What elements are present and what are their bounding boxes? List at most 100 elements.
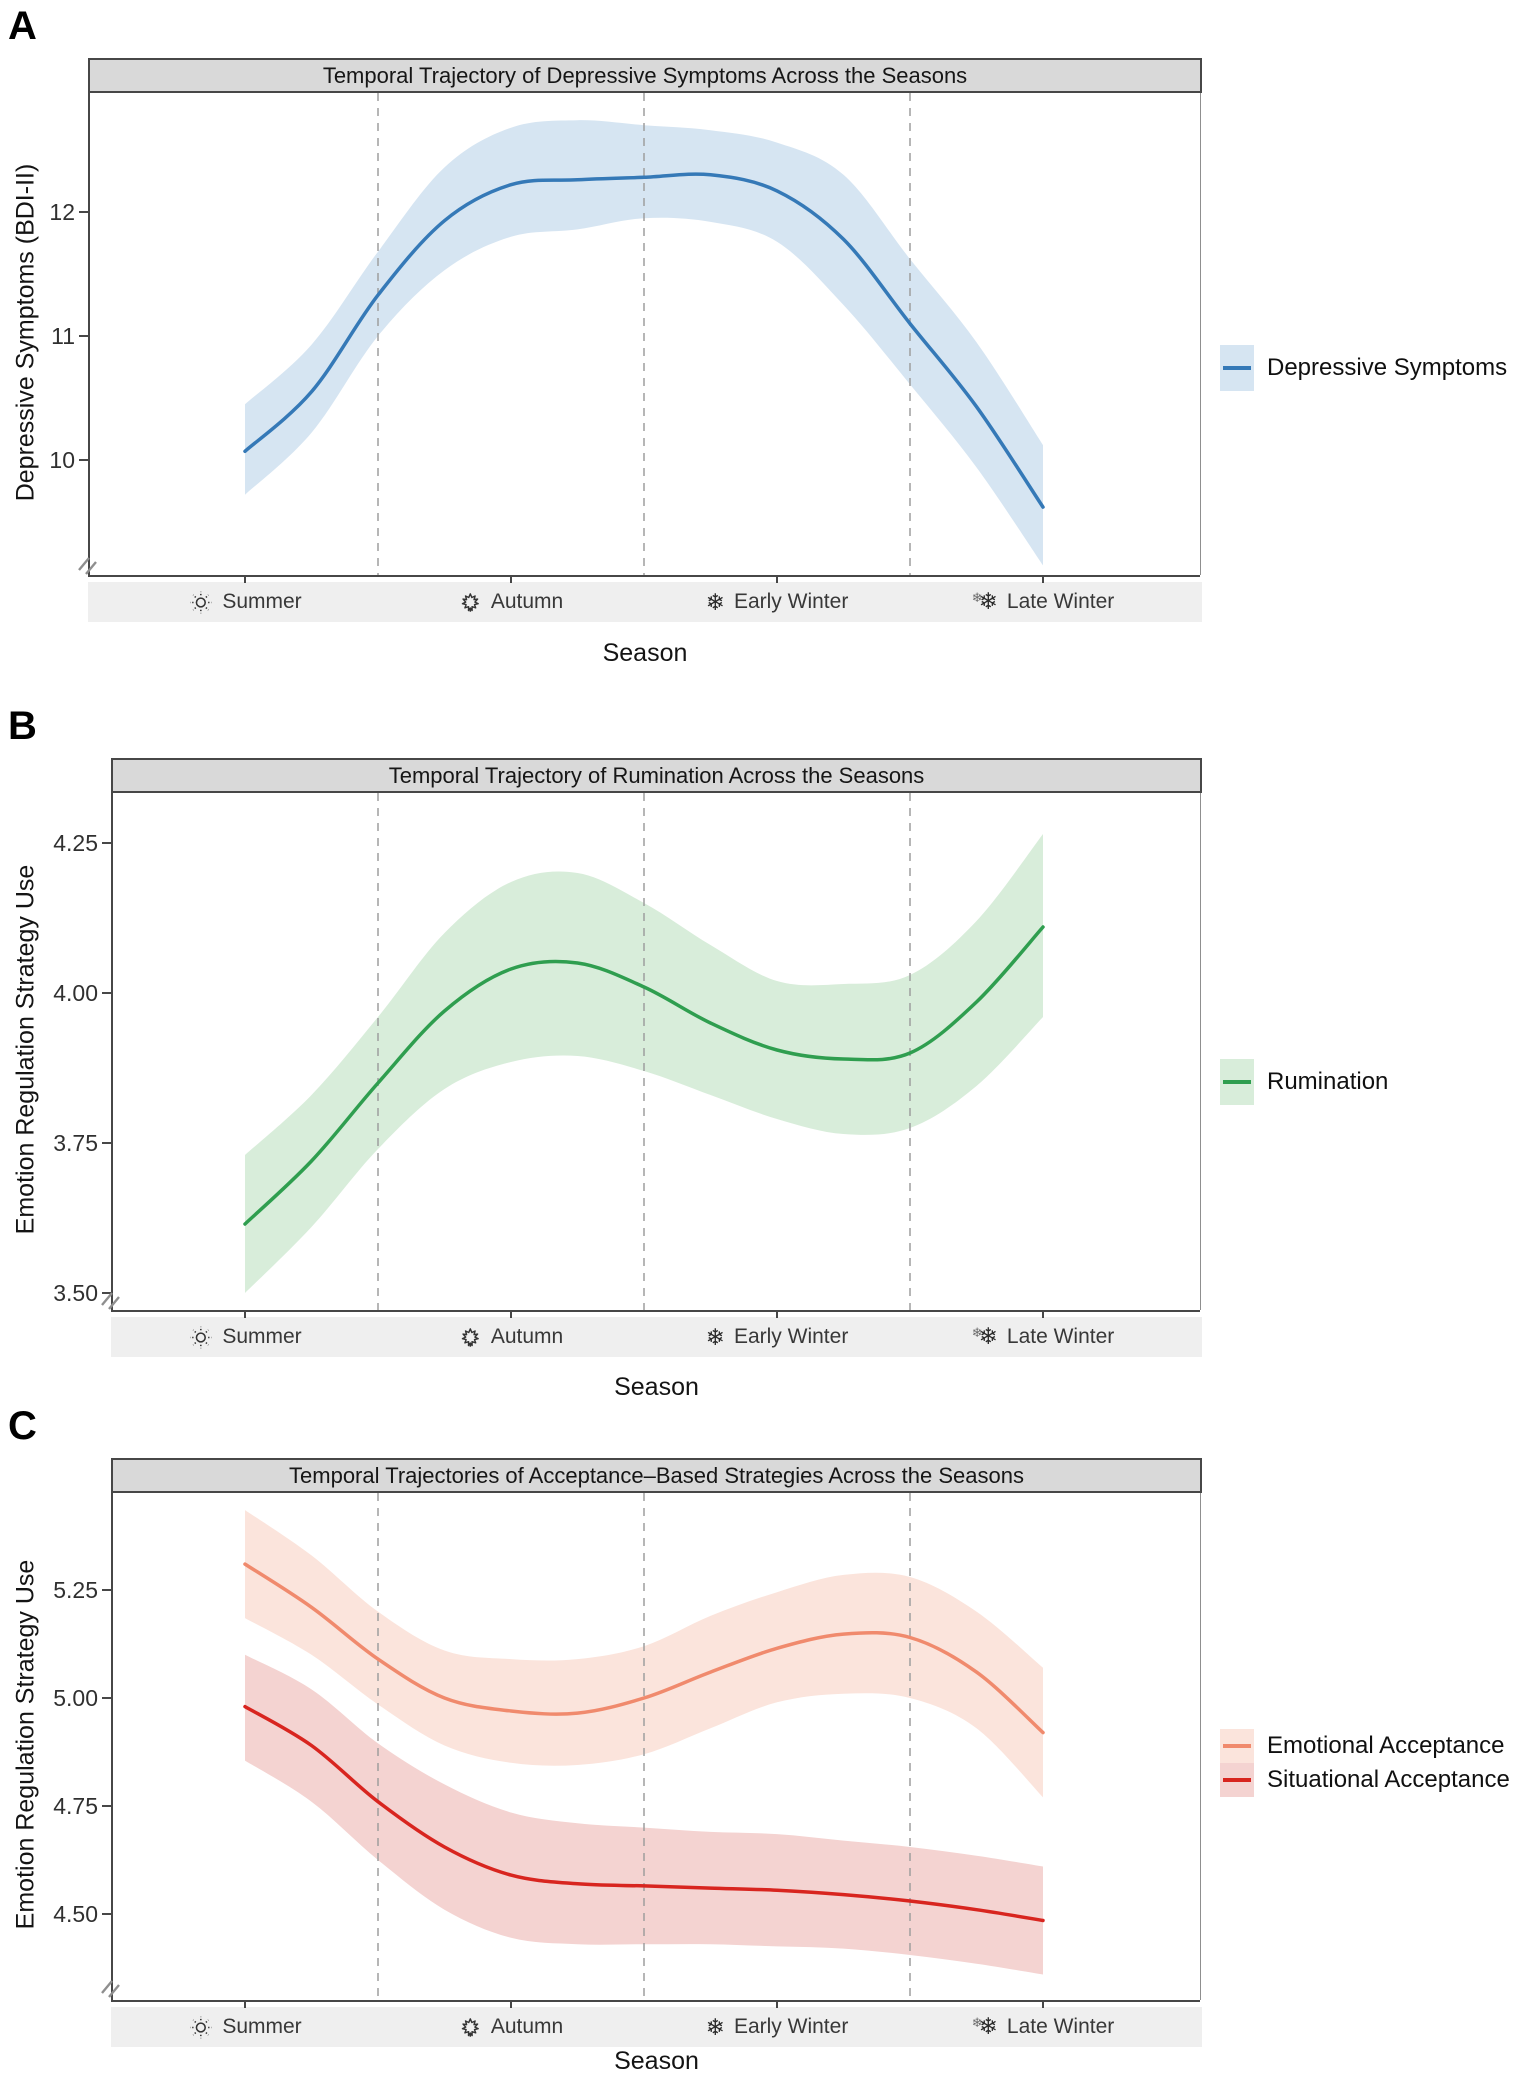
panel-title: Temporal Trajectories of Acceptance–Base… xyxy=(289,1462,1024,1488)
legend: Rumination xyxy=(1220,1059,1388,1105)
season-label-text: Autumn xyxy=(490,590,564,613)
legend: Depressive Symptoms xyxy=(1220,345,1507,391)
y-tick-label: 5.00 xyxy=(53,1685,98,1711)
legend-entry: Depressive Symptoms xyxy=(1220,345,1507,391)
panel-right-border xyxy=(1200,1493,1201,2000)
y-tick-label: 12 xyxy=(49,199,75,225)
legend-key-swatch xyxy=(1220,345,1254,391)
y-tick-label: 4.00 xyxy=(53,980,98,1006)
x-tick-mark xyxy=(510,1312,512,1318)
legend-key-swatch xyxy=(1220,1763,1254,1797)
season-label-late-winter: ❄❄ Late Winter xyxy=(972,1317,1115,1357)
season-label-text: Early Winter xyxy=(733,590,849,613)
legend-key-line xyxy=(1223,1744,1251,1748)
legend-entry: Rumination xyxy=(1220,1059,1388,1105)
maple-leaf-icon xyxy=(459,2016,482,2039)
legend-label: Rumination xyxy=(1267,1068,1389,1095)
snowflake-icon: ❄ xyxy=(705,1323,725,1350)
trend-line xyxy=(243,172,1045,509)
panel-right-border xyxy=(1200,793,1201,1310)
y-tick-label: 3.50 xyxy=(53,1280,98,1306)
x-axis-title: Season xyxy=(614,1373,699,1401)
x-tick-mark xyxy=(1042,577,1044,583)
y-tick-mark xyxy=(102,1913,111,1915)
panel-letter-a: A xyxy=(8,4,37,48)
season-label-autumn: Autumn xyxy=(459,582,563,622)
y-tick-label: 4.25 xyxy=(53,830,98,856)
panel-title-strip: Temporal Trajectories of Acceptance–Base… xyxy=(111,1458,1202,1493)
season-label-text: Autumn xyxy=(490,2015,564,2038)
season-label-early-winter: ❄ Early Winter xyxy=(706,1317,849,1357)
y-axis-line xyxy=(111,793,113,1312)
y-tick-label: 11 xyxy=(51,323,75,349)
x-tick-mark xyxy=(1042,1312,1044,1318)
y-tick-mark xyxy=(102,1142,111,1144)
confidence-band xyxy=(245,1510,1043,1798)
y-tick-mark xyxy=(79,211,88,213)
x-axis-line xyxy=(111,1310,1200,1312)
chart-canvas xyxy=(90,93,1200,575)
legend-label: Emotional Acceptance xyxy=(1267,1732,1505,1759)
season-label-autumn: Autumn xyxy=(459,1317,563,1357)
season-label-early-winter: ❄ Early Winter xyxy=(706,2007,849,2047)
x-axis-season-strip: Summer Autumn ❄ Early Winter ❄❄ Late Winter xyxy=(111,1317,1202,1357)
legend-label: Depressive Symptoms xyxy=(1267,354,1508,381)
x-axis-title: Season xyxy=(602,639,688,667)
y-tick-mark xyxy=(102,842,111,844)
y-axis-line xyxy=(88,93,90,577)
maple-leaf-icon xyxy=(459,591,482,614)
double-snowflake-icon: ❄❄ xyxy=(971,2012,998,2039)
legend-key-swatch xyxy=(1220,1059,1254,1105)
season-label-text: Late Winter xyxy=(1006,590,1115,613)
y-axis-break-icon xyxy=(99,1975,127,2006)
panel-letter-c: C xyxy=(8,1404,37,1448)
snowflake-icon: ❄ xyxy=(705,2013,725,2040)
x-axis-season-strip: Summer Autumn ❄ Early Winter ❄❄ Late Winter xyxy=(111,2007,1202,2047)
season-label-text: Autumn xyxy=(490,1325,564,1348)
panel-title: Temporal Trajectory of Depressive Sympto… xyxy=(322,62,968,88)
y-tick-label: 4.50 xyxy=(53,1901,98,1927)
x-tick-mark xyxy=(776,2002,778,2008)
x-axis-title: Season xyxy=(614,2047,699,2073)
y-tick-mark xyxy=(102,1589,111,1591)
legend-entry: Situational Acceptance xyxy=(1220,1763,1510,1797)
season-label-autumn: Autumn xyxy=(459,2007,563,2047)
y-tick-mark xyxy=(102,1697,111,1699)
x-tick-mark xyxy=(244,577,246,583)
season-label-early-winter: ❄ Early Winter xyxy=(706,582,849,622)
trend-line xyxy=(243,1704,1045,1923)
panel-title: Temporal Trajectory of Rumination Across… xyxy=(388,762,925,788)
panel-title-strip: Temporal Trajectory of Rumination Across… xyxy=(111,758,1202,793)
y-tick-label: 10 xyxy=(49,447,75,473)
y-tick-mark xyxy=(102,992,111,994)
x-tick-mark xyxy=(244,1312,246,1318)
trend-line xyxy=(243,925,1045,1226)
legend-label: Situational Acceptance xyxy=(1267,1766,1510,1793)
season-label-text: Summer xyxy=(222,1325,302,1348)
sun-icon xyxy=(188,590,213,615)
x-axis-line xyxy=(88,575,1200,577)
chart-canvas xyxy=(113,1493,1200,2000)
snowflake-icon: ❄ xyxy=(705,588,725,615)
panel-title-strip: Temporal Trajectory of Depressive Sympto… xyxy=(88,58,1202,93)
season-label-text: Early Winter xyxy=(733,1325,849,1348)
y-tick-mark xyxy=(102,1805,111,1807)
legend-key-swatch xyxy=(1220,1729,1254,1763)
x-axis-line xyxy=(111,2000,1200,2002)
chart-canvas xyxy=(113,793,1200,1310)
y-tick-label: 3.75 xyxy=(53,1130,98,1156)
season-label-text: Summer xyxy=(222,590,302,613)
season-label-late-winter: ❄❄ Late Winter xyxy=(972,2007,1115,2047)
x-tick-mark xyxy=(776,577,778,583)
y-tick-mark xyxy=(102,1292,111,1294)
x-tick-mark xyxy=(510,577,512,583)
y-axis-title: Emotion Regulation Strategy Use xyxy=(11,864,40,1235)
season-label-text: Summer xyxy=(222,2015,302,2038)
x-tick-mark xyxy=(244,2002,246,2008)
x-axis-season-strip: Summer Autumn ❄ Early Winter ❄❄ Late Winter xyxy=(88,582,1202,622)
y-tick-mark xyxy=(79,335,88,337)
panel-right-border xyxy=(1200,93,1201,575)
maple-leaf-icon xyxy=(459,1326,482,1349)
legend-key-line xyxy=(1223,1080,1251,1084)
